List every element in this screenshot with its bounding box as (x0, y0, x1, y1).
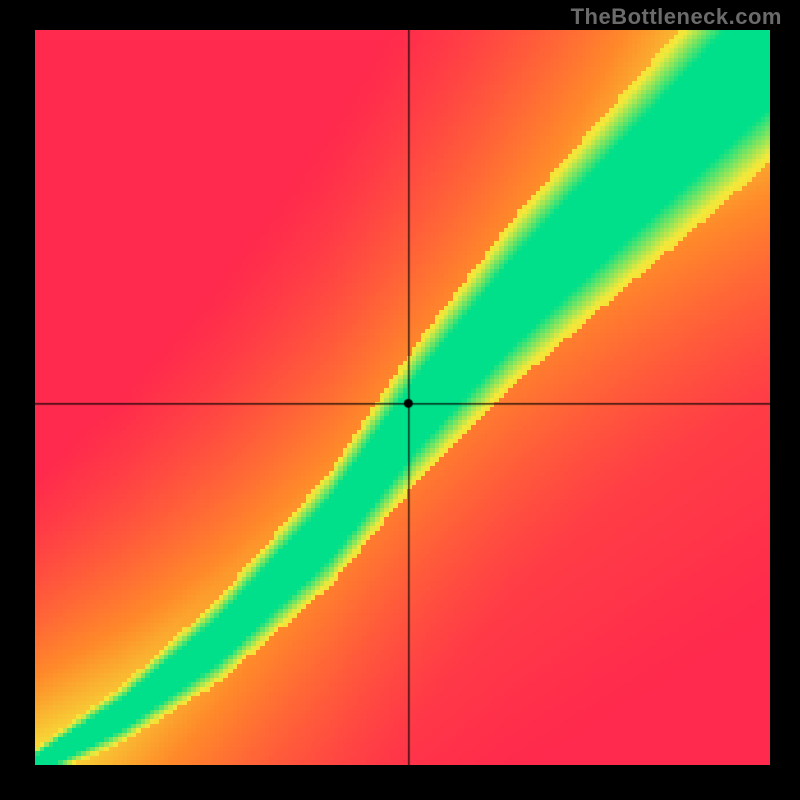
crosshair-overlay (35, 30, 770, 765)
watermark-text: TheBottleneck.com (571, 4, 782, 30)
